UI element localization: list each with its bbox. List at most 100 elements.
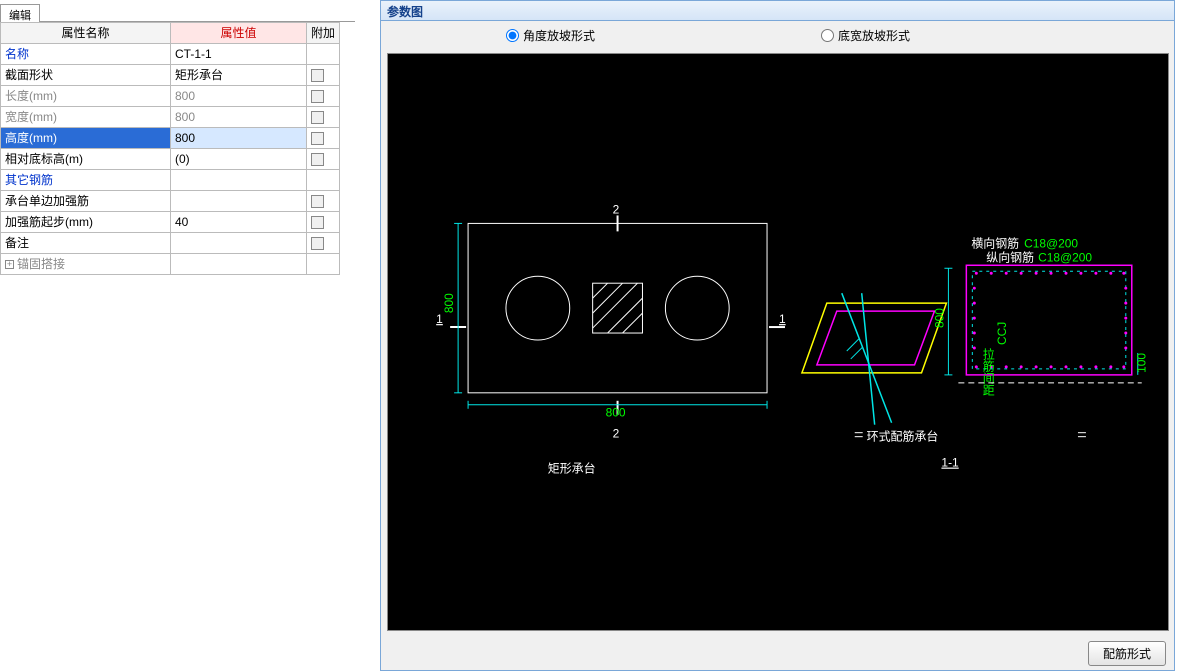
properties-panel: 编辑 属性名称 属性值 附加 名称 CT-1-1 截面形状 矩形承台长度(mm) 800…	[0, 0, 355, 275]
mark-left: 1	[436, 312, 443, 326]
prop-name-label: 名称	[5, 47, 29, 61]
checkbox-icon[interactable]	[311, 90, 324, 103]
prop-value-cell[interactable]: 40	[170, 212, 306, 233]
prop-add-cell[interactable]	[306, 65, 339, 86]
prop-name-cell[interactable]: 宽度(mm)	[1, 107, 171, 128]
radio-angle-slope-input[interactable]	[506, 29, 519, 42]
checkbox-icon[interactable]	[311, 111, 324, 124]
prop-name-label: 相对底标高(m)	[5, 152, 83, 166]
prop-name-label: 其它钢筋	[5, 173, 53, 187]
dim-width: 800	[606, 406, 626, 420]
section-view: 拉筋间距 CCJ 横向钢筋 C18@200 纵向钢筋 C18@200 100 环…	[855, 235, 1149, 469]
prop-add-cell[interactable]	[306, 212, 339, 233]
prop-name-cell[interactable]: +锚固搭接	[1, 254, 171, 275]
prop-name-label: 锚固搭接	[17, 257, 65, 271]
checkbox-icon[interactable]	[311, 153, 324, 166]
dim-height: 800	[442, 293, 456, 313]
plan-title: 矩形承台	[548, 461, 596, 476]
plan-view: 2 2 1 1 800 800	[436, 202, 786, 475]
th-name: 属性名称	[1, 23, 171, 44]
prop-name-label: 备注	[5, 236, 29, 250]
mark-bottom: 2	[613, 427, 620, 441]
rebar-style-button[interactable]: 配筋形式	[1088, 641, 1166, 666]
prop-name-label: 宽度(mm)	[5, 110, 57, 124]
radio-width-slope[interactable]: 底宽放坡形式	[821, 27, 910, 44]
prop-value-cell[interactable]: CT-1-1	[170, 44, 306, 65]
prop-value-cell[interactable]: 矩形承台	[170, 65, 306, 86]
table-row[interactable]: 加强筋起步(mm) 40	[1, 212, 340, 233]
expand-icon[interactable]: +	[5, 260, 14, 269]
mark-top: 2	[613, 202, 620, 216]
section-title2: 1-1	[941, 456, 959, 470]
radio-angle-slope-label: 角度放坡形式	[523, 27, 595, 44]
table-row[interactable]: +锚固搭接	[1, 254, 340, 275]
table-row[interactable]: 截面形状 矩形承台	[1, 65, 340, 86]
diagram-canvas: 2 2 1 1 800 800	[387, 53, 1169, 631]
prop-add-cell[interactable]	[306, 128, 339, 149]
table-row[interactable]: 承台单边加强筋	[1, 191, 340, 212]
prop-add-cell[interactable]	[306, 254, 339, 275]
checkbox-icon[interactable]	[311, 237, 324, 250]
table-row[interactable]: 长度(mm) 800	[1, 86, 340, 107]
prop-name-cell[interactable]: 加强筋起步(mm)	[1, 212, 171, 233]
prop-value-cell[interactable]: 800	[170, 86, 306, 107]
mark-right: 1	[779, 312, 786, 326]
properties-table: 属性名称 属性值 附加 名称CT-1-1截面形状矩形承台长度(mm)800宽度(…	[0, 22, 340, 275]
svg-text:100: 100	[1135, 353, 1149, 373]
diagram-panel: 参数图 角度放坡形式 底宽放坡形式	[380, 0, 1175, 671]
table-row[interactable]: 相对底标高(m) (0)	[1, 149, 340, 170]
prop-add-cell[interactable]	[306, 149, 339, 170]
prop-name-cell[interactable]: 高度(mm)	[1, 128, 171, 149]
side-text: 拉筋间距	[981, 346, 995, 395]
table-row[interactable]: 备注	[1, 233, 340, 254]
prop-name-cell[interactable]: 承台单边加强筋	[1, 191, 171, 212]
prop-add-cell[interactable]	[306, 191, 339, 212]
prop-name-cell[interactable]: 截面形状	[1, 65, 171, 86]
table-row[interactable]: 高度(mm) 800	[1, 128, 340, 149]
radio-width-slope-label: 底宽放坡形式	[838, 27, 910, 44]
h-rebar-val: C18@200	[1024, 236, 1078, 250]
th-add: 附加	[306, 23, 339, 44]
iso-dim: 800	[932, 308, 946, 328]
h-rebar-label: 横向钢筋	[971, 235, 1019, 250]
prop-add-cell[interactable]	[306, 86, 339, 107]
prop-name-cell[interactable]: 其它钢筋	[1, 170, 171, 191]
tab-strip: 编辑	[0, 0, 355, 22]
prop-value-cell[interactable]: 800	[170, 107, 306, 128]
prop-value-cell[interactable]	[170, 191, 306, 212]
prop-name-cell[interactable]: 长度(mm)	[1, 86, 171, 107]
tab-edit[interactable]: 编辑	[0, 4, 40, 22]
checkbox-icon[interactable]	[311, 69, 324, 82]
radio-bar: 角度放坡形式 底宽放坡形式	[381, 21, 1174, 51]
checkbox-icon[interactable]	[311, 195, 324, 208]
prop-name-label: 高度(mm)	[5, 131, 57, 145]
prop-value-cell[interactable]	[170, 233, 306, 254]
radio-angle-slope[interactable]: 角度放坡形式	[506, 27, 595, 44]
prop-name-label: 长度(mm)	[5, 89, 57, 103]
checkbox-icon[interactable]	[311, 132, 324, 145]
section-title1: 环式配筋承台	[867, 429, 939, 444]
table-row[interactable]: 名称 CT-1-1	[1, 44, 340, 65]
table-row[interactable]: 宽度(mm) 800	[1, 107, 340, 128]
prop-name-label: 承台单边加强筋	[5, 194, 89, 208]
prop-value-cell[interactable]: (0)	[170, 149, 306, 170]
prop-name-cell[interactable]: 相对底标高(m)	[1, 149, 171, 170]
panel-title: 参数图	[381, 1, 1174, 21]
prop-name-label: 加强筋起步(mm)	[5, 215, 93, 229]
checkbox-icon[interactable]	[311, 216, 324, 229]
prop-value-cell[interactable]: 800	[170, 128, 306, 149]
bottom-button-bar: 配筋形式	[1088, 641, 1166, 666]
prop-add-cell[interactable]	[306, 44, 339, 65]
prop-add-cell[interactable]	[306, 233, 339, 254]
prop-add-cell[interactable]	[306, 107, 339, 128]
prop-add-cell[interactable]	[306, 170, 339, 191]
radio-width-slope-input[interactable]	[821, 29, 834, 42]
table-row[interactable]: 其它钢筋	[1, 170, 340, 191]
prop-value-cell[interactable]	[170, 254, 306, 275]
prop-name-label: 截面形状	[5, 68, 53, 82]
prop-name-cell[interactable]: 名称	[1, 44, 171, 65]
prop-name-cell[interactable]: 备注	[1, 233, 171, 254]
prop-value-cell[interactable]	[170, 170, 306, 191]
diagram-svg: 2 2 1 1 800 800	[388, 54, 1168, 630]
th-value: 属性值	[170, 23, 306, 44]
